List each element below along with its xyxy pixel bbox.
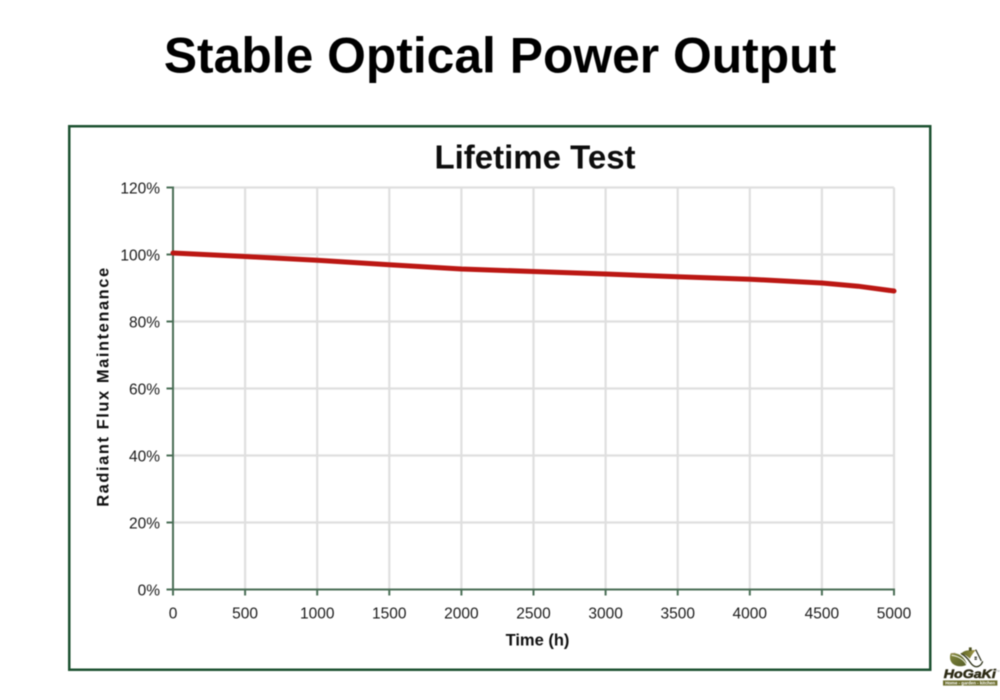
svg-text:20%: 20%: [129, 516, 160, 533]
svg-text:5000: 5000: [877, 606, 912, 623]
svg-text:2000: 2000: [444, 606, 479, 623]
svg-text:1000: 1000: [300, 606, 335, 623]
svg-text:HoGaKi: HoGaKi: [944, 669, 997, 681]
svg-text:3500: 3500: [660, 606, 695, 623]
svg-text:3000: 3000: [588, 606, 623, 623]
svg-text:120%: 120%: [120, 181, 160, 198]
svg-text:1500: 1500: [372, 606, 407, 623]
svg-text:2500: 2500: [516, 606, 551, 623]
svg-text:Radiant Flux Maintenance: Radiant Flux Maintenance: [95, 268, 113, 507]
svg-text:Stable Optical Power Output: Stable Optical Power Output: [164, 28, 836, 84]
svg-text:Time (h): Time (h): [506, 631, 570, 649]
svg-text:4000: 4000: [733, 606, 768, 623]
svg-text:Home - garden - kitchen: Home - garden - kitchen: [945, 681, 995, 686]
svg-text:500: 500: [232, 606, 258, 623]
svg-text:0: 0: [169, 606, 178, 623]
svg-text:4500: 4500: [805, 606, 840, 623]
svg-text:100%: 100%: [120, 248, 160, 265]
svg-text:0%: 0%: [138, 583, 161, 600]
svg-text:Lifetime Test: Lifetime Test: [434, 139, 635, 176]
svg-text:40%: 40%: [129, 449, 160, 466]
svg-text:80%: 80%: [129, 315, 160, 332]
svg-text:60%: 60%: [129, 382, 160, 399]
svg-text:TM: TM: [996, 669, 1000, 673]
